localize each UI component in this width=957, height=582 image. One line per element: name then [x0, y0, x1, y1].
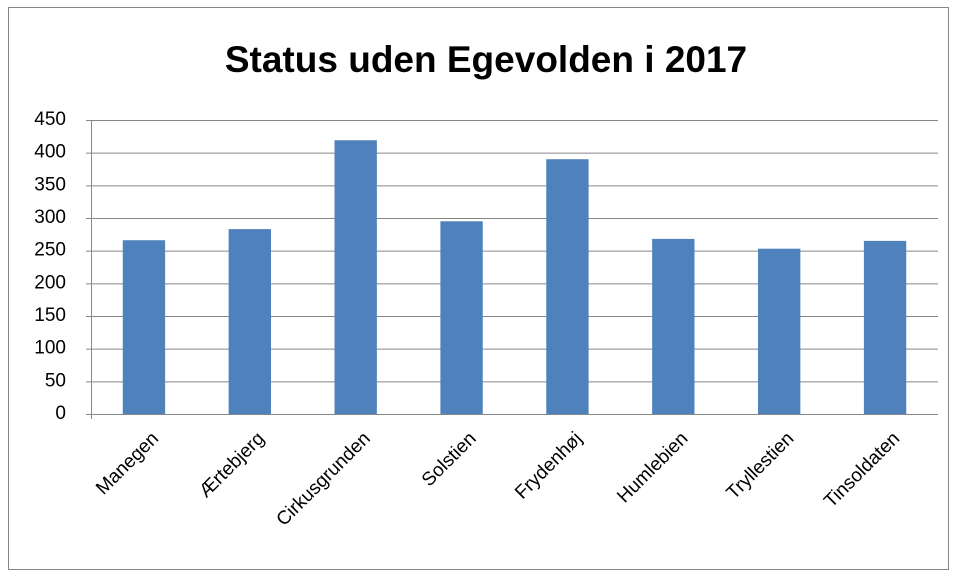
bar [863, 240, 907, 414]
bar [652, 238, 695, 414]
y-tick-label: 100 [34, 338, 66, 359]
bar [122, 240, 166, 414]
bar [758, 248, 801, 414]
y-tick-label: 400 [34, 142, 66, 163]
bar [334, 140, 377, 414]
y-tick-label: 50 [45, 370, 66, 391]
y-tick-label: 0 [55, 403, 66, 424]
y-tick-label: 150 [34, 305, 66, 326]
y-tick-label: 450 [34, 109, 66, 130]
bar [440, 221, 483, 414]
y-tick-label: 200 [34, 272, 66, 293]
bar [228, 229, 271, 414]
y-tick-label: 250 [34, 240, 66, 261]
y-tick-label: 350 [34, 174, 66, 195]
y-tick-label: 300 [34, 207, 66, 228]
bar [546, 159, 589, 414]
chart-title: Status uden Egevolden i 2017 [225, 39, 747, 80]
